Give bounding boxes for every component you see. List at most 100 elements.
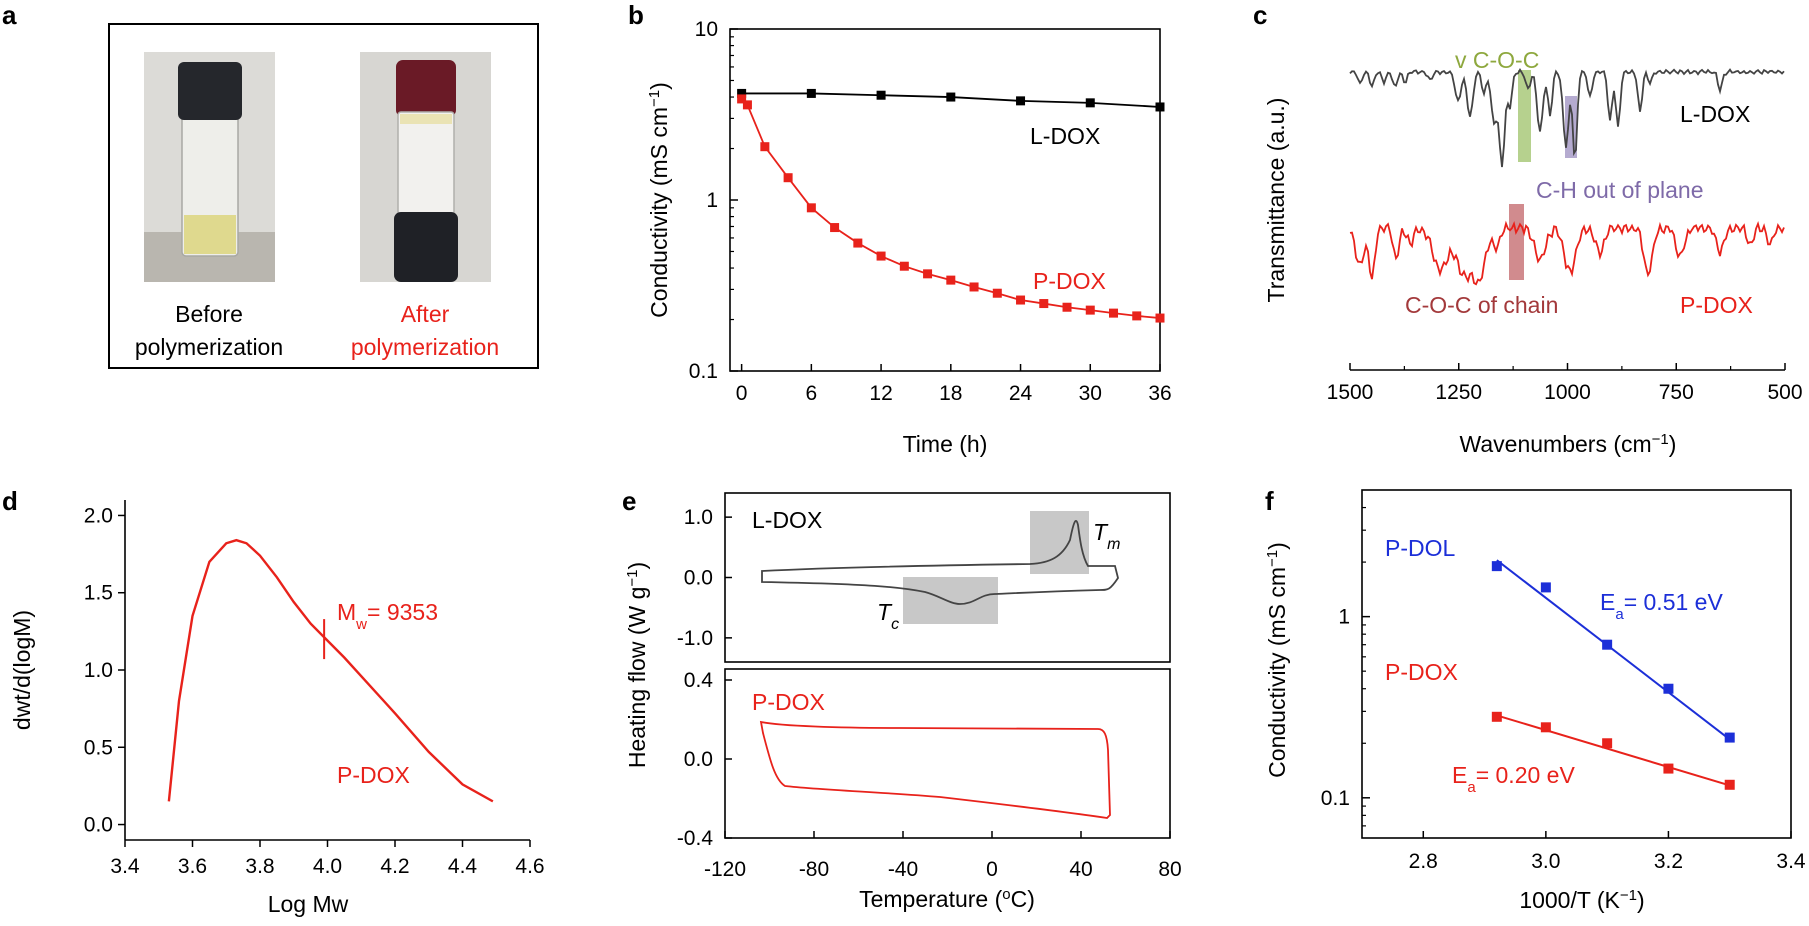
xtick-label-f: 3.4: [1776, 850, 1806, 873]
dsc-curve-p-dox: [759, 720, 1111, 819]
tm-sub: m: [1107, 536, 1120, 553]
ea-pdox-sub: a: [1467, 779, 1476, 796]
ylabel-e-sup: −1: [624, 570, 641, 587]
xtick-label-d: 3.4: [110, 855, 140, 878]
xlabel-d: Log Mw: [268, 891, 349, 917]
data-point-p-dox: [760, 142, 770, 152]
before-label-line1: Before: [175, 301, 243, 327]
xtick-label-d: 4.4: [448, 855, 478, 878]
xtick-label-e: 80: [1158, 858, 1181, 881]
panel-b: b 0 6 12 18 24 30 36 0.1 1 10 L-DOX P-DOX Time (h…: [628, 0, 1172, 457]
ylabel-e: Heating flow (W g−1): [624, 562, 651, 768]
data-point-p-dox: [899, 261, 909, 271]
plot-frame-e-bottom: [724, 668, 1171, 839]
label-p-dox-f: P-DOX: [1385, 659, 1458, 685]
label-p-dol-f: P-DOL: [1385, 535, 1456, 561]
xtick-label-b: 12: [869, 382, 892, 405]
tc-main: T: [877, 599, 893, 625]
data-point-p-dox: [1540, 722, 1551, 733]
ytick-label-b: 10: [695, 18, 718, 41]
data-point-p-dox: [853, 238, 863, 248]
data-point-p-dox: [1016, 295, 1026, 305]
data-point-p-dox: [783, 173, 793, 183]
data-point-p-dox: [830, 223, 840, 233]
xtick-label-e: -120: [704, 858, 746, 881]
panel-letter-d: d: [2, 486, 18, 516]
ea-pdox-post: = 0.20 eV: [1476, 762, 1576, 788]
data-point-p-dox: [946, 275, 956, 285]
panel-letter-a: a: [2, 0, 17, 30]
data-point-l-dox: [1085, 98, 1095, 108]
ylabel-d: dwt/d(logM): [9, 610, 35, 730]
xlabel-f-main: 1000/T (K: [1519, 887, 1620, 913]
dsc-curve-l-dox: [761, 520, 1119, 605]
before-label-line2: polymerization: [135, 334, 283, 360]
label-p-dox-b: P-DOX: [1033, 268, 1106, 294]
ea-pdox-pre: E: [1452, 762, 1467, 788]
data-point-p-dox: [806, 203, 816, 213]
vial-glass-after: [397, 111, 455, 217]
vial-top-dark-red: [396, 60, 456, 117]
xtick-label-c: 1000: [1544, 381, 1591, 404]
ea-label-p-dox: Ea= 0.20 eV: [1452, 762, 1575, 796]
data-point-p-dox: [1491, 711, 1502, 722]
xtick-label-d: 4.0: [313, 855, 342, 878]
xlabel-e: Temperature (oC): [859, 886, 1035, 913]
panel-letter-f: f: [1265, 486, 1274, 516]
plot-frame-f: [1361, 489, 1792, 839]
band-v-coc: [1518, 70, 1531, 162]
tm-label: Tm: [1093, 519, 1120, 553]
xtick-label-d: 3.6: [178, 855, 207, 878]
ea-pdol-sub: a: [1615, 606, 1624, 623]
xtick-label-b: 18: [939, 382, 962, 405]
mw-sub: w: [355, 616, 367, 633]
after-label-line1: After: [401, 301, 450, 327]
ea-pdol-post: = 0.51 eV: [1624, 589, 1724, 615]
data-point-l-dox: [1016, 96, 1026, 106]
ytick-label-e-top: 0.0: [684, 567, 713, 590]
label-l-dox-e: L-DOX: [752, 507, 822, 533]
spectrum-p-dox: [1349, 220, 1785, 286]
xtick-label-c: 1500: [1327, 381, 1374, 404]
xtick-label-e: -80: [799, 858, 829, 881]
mw-annotation: Mw= 9353: [337, 599, 438, 633]
ytick-label-b: 0.1: [689, 360, 718, 383]
data-point-p-dol: [1663, 683, 1674, 694]
data-point-p-dox: [1132, 311, 1142, 321]
data-point-p-dol: [1724, 732, 1735, 743]
tc-label: Tc: [877, 599, 899, 633]
photo-frame: [108, 23, 539, 369]
xtick-label-b: 0: [736, 382, 748, 405]
panel-c: c 1500 1250 1000 750 500 v C-O-C L-DOX C-H o…: [1253, 0, 1803, 457]
xlabel-f: 1000/T (K−1): [1519, 887, 1644, 914]
label-p-dox-d: P-DOX: [337, 762, 410, 788]
ytick-label-d: 1.5: [84, 582, 113, 605]
ylabel-b-main: Conductivity (mS cm: [646, 107, 672, 318]
ylabel-f: Conductivity (mS cm−1): [1264, 542, 1291, 778]
xlabel-c-end: ): [1669, 431, 1677, 457]
xtick-label-c: 1250: [1435, 381, 1482, 404]
series-b: [737, 88, 1165, 323]
data-point-l-dox: [806, 88, 816, 98]
xlabel-f-sup: −1: [1620, 887, 1637, 904]
mw-distribution-curve: [167, 538, 494, 803]
tm-main: T: [1093, 519, 1109, 545]
ytick-label-d: 2.0: [84, 504, 113, 527]
panel-e: e -120 -80 -40 0 40 80 1.0 0.0 -1.0 0.4 0.0 -0.4 L-…: [622, 486, 1182, 912]
ytick-label-e-top: -1.0: [677, 627, 713, 650]
series-f: [1491, 559, 1735, 790]
xtick-label-e: 40: [1069, 858, 1092, 881]
vial-cap-after: [394, 212, 458, 282]
annotation-ch-out-of-plane: C-H out of plane: [1536, 177, 1703, 203]
ylabel-f-end: ): [1264, 542, 1290, 550]
ylabel-b-end: ): [646, 82, 672, 90]
label-p-dox-e: P-DOX: [752, 689, 825, 715]
annotation-coc-chain: C-O-C of chain: [1405, 292, 1558, 318]
data-point-p-dox: [1109, 308, 1119, 318]
xtick-label-f: 2.8: [1409, 850, 1438, 873]
xlabel-f-end: ): [1637, 887, 1645, 913]
panel-a: a Before polymerization After polymeriza…: [2, 0, 539, 369]
data-point-p-dol: [1491, 561, 1502, 572]
vial-before-photo: [144, 52, 275, 282]
